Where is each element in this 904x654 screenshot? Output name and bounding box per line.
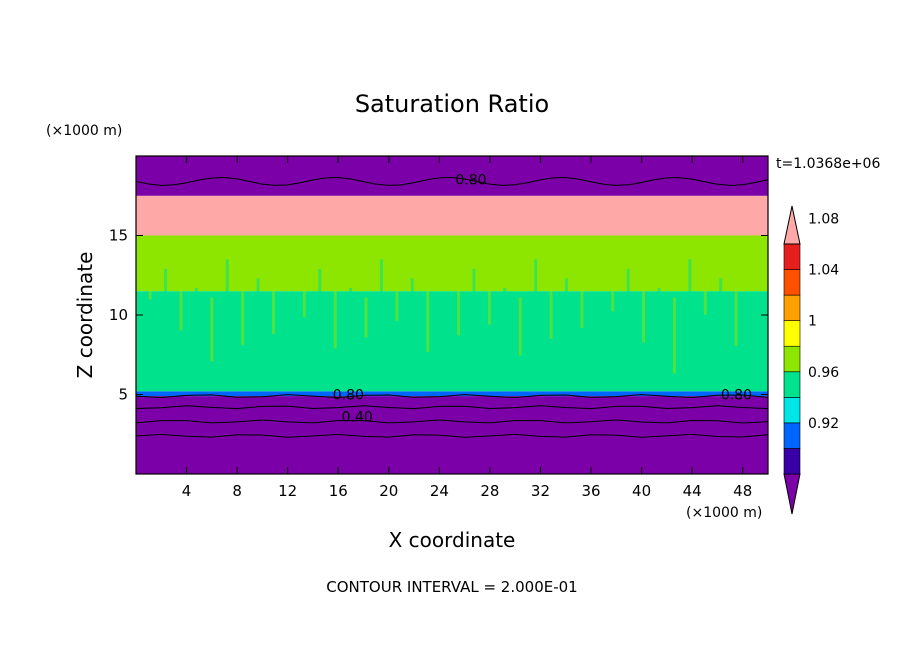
field-texture — [611, 259, 615, 312]
y-tick-label: 5 — [118, 386, 128, 404]
x-tick-label: 28 — [480, 482, 499, 500]
contour-line — [136, 419, 768, 424]
field-texture — [272, 287, 276, 334]
field-texture — [333, 278, 337, 349]
x-tick-label: 36 — [581, 482, 600, 500]
field-band-3 — [136, 235, 768, 292]
field-texture — [210, 297, 214, 362]
x-tick-label: 40 — [632, 482, 651, 500]
y-tick-label: 15 — [109, 227, 128, 245]
colorbar-tick-label: 0.96 — [808, 365, 839, 381]
contour-label: 0.40 — [342, 410, 373, 426]
y-tick-label: 10 — [109, 306, 128, 324]
field-band-4 — [136, 195, 768, 236]
field-texture — [241, 268, 245, 345]
field-texture — [364, 297, 368, 338]
field-texture — [287, 297, 291, 350]
y-axis: 5 10 15 — [109, 227, 768, 404]
colorbar-segment — [783, 345, 801, 373]
field-texture — [719, 278, 723, 331]
field-texture — [379, 259, 383, 306]
field-texture — [148, 259, 152, 300]
x-unit-label: (×1000 m) — [686, 505, 762, 521]
field-texture — [349, 287, 353, 364]
colorbar-high-arrow — [783, 205, 801, 245]
field-texture — [395, 268, 399, 321]
x-tick-label: 20 — [379, 482, 398, 500]
field-texture — [565, 278, 569, 355]
field-texture — [688, 259, 692, 300]
field-texture — [225, 259, 229, 330]
field-texture — [595, 297, 599, 344]
field-texture — [703, 268, 707, 315]
field-texture — [503, 287, 507, 340]
field-texture — [672, 297, 676, 374]
field-texture — [750, 297, 754, 362]
contour-line — [136, 394, 768, 399]
field-texture — [657, 287, 661, 358]
field-texture — [642, 278, 646, 343]
field-texture — [441, 297, 445, 368]
colorbar-segment — [783, 269, 801, 296]
colorbar-low-arrow — [783, 473, 801, 515]
field-texture — [734, 287, 738, 346]
field-texture — [534, 259, 538, 324]
field-texture — [426, 287, 430, 352]
x-tick-label: 44 — [683, 482, 702, 500]
field-texture — [626, 268, 630, 327]
field-texture — [164, 268, 168, 315]
contour-label: 0.80 — [455, 173, 486, 189]
field-texture — [302, 259, 306, 318]
x-tick-label: 48 — [733, 482, 752, 500]
field-band-1 — [136, 391, 768, 397]
colorbar-tick-label: 0.92 — [808, 416, 839, 432]
field-texture — [256, 278, 260, 319]
colorbar-tick-label: 1 — [808, 314, 817, 330]
field-texture — [179, 278, 183, 331]
contour-interval-footer: CONTOUR INTERVAL = 2.000E-01 — [326, 578, 577, 596]
colorbar-segment — [783, 422, 801, 449]
contour-line — [136, 405, 768, 410]
chart-title: Saturation Ratio — [355, 90, 549, 118]
field-texture — [487, 278, 491, 325]
colorbar-segment — [783, 397, 801, 424]
colorbar-segment — [783, 448, 801, 475]
field-band-5 — [136, 156, 768, 196]
colorbar-tick-label: 1.08 — [808, 211, 839, 227]
contour-line — [136, 177, 768, 186]
plot-area — [136, 156, 768, 474]
colorbar-tick-label: 1.04 — [808, 263, 839, 279]
y-axis-label: Z coordinate — [73, 252, 97, 379]
field-texture — [518, 297, 522, 356]
x-tick-label: 4 — [182, 482, 192, 500]
colorbar-segment — [783, 243, 801, 270]
x-axis-label: X coordinate — [389, 528, 516, 552]
contour-line — [136, 433, 768, 438]
x-tick-label: 16 — [329, 482, 348, 500]
field-texture — [549, 268, 553, 339]
field-texture — [472, 268, 476, 309]
field-texture — [410, 278, 414, 337]
y-unit-label: (×1000 m) — [46, 123, 122, 139]
x-tick-label: 12 — [278, 482, 297, 500]
x-tick-label: 8 — [232, 482, 242, 500]
x-tick-label: 24 — [430, 482, 449, 500]
field-texture — [318, 268, 322, 333]
colorbar-segment — [783, 294, 801, 321]
contour-label: 0.80 — [333, 387, 364, 403]
field-texture — [194, 287, 198, 346]
x-axis: 4 8 12 16 20 24 28 32 36 40 44 48 — [182, 156, 752, 500]
colorbar-segment — [783, 371, 801, 398]
field-texture — [580, 287, 584, 328]
time-label: t=1.0368e+06 — [776, 156, 880, 172]
colorbar-segment — [783, 320, 801, 347]
contour-label-group: 0.80 0.80 0.80 0.40 — [333, 173, 752, 426]
field-texture — [457, 259, 461, 336]
colorbar: 0.92 0.96 1 1.04 1.08 — [783, 205, 839, 515]
x-tick-label: 32 — [531, 482, 550, 500]
contour-label: 0.80 — [721, 387, 752, 403]
